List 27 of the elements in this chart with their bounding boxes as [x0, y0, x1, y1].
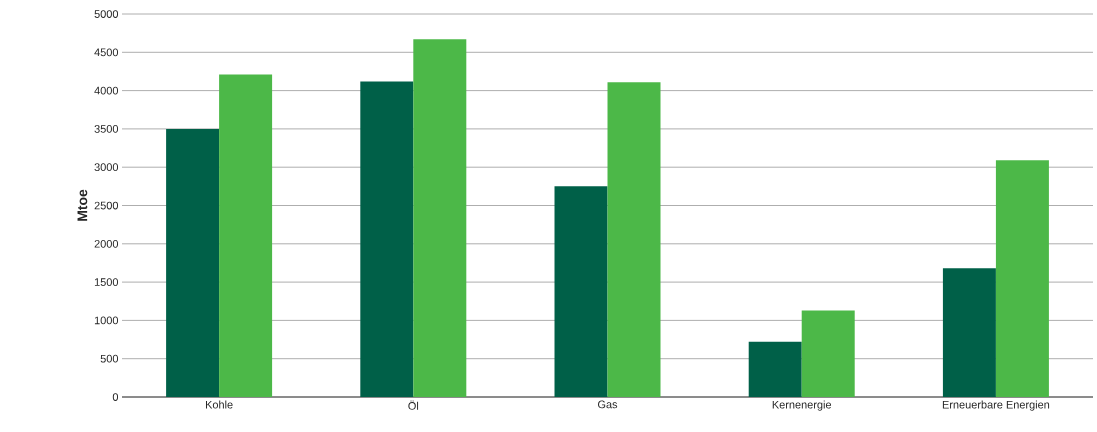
bar	[607, 82, 661, 397]
y-tick-label: 0	[112, 393, 119, 401]
y-tick-label: 1000	[94, 316, 119, 325]
x-tick-label: Gas	[598, 400, 618, 409]
bar	[942, 268, 996, 397]
y-tick-label: 2500	[94, 201, 119, 210]
y-tick-label: 3000	[94, 163, 119, 172]
bar	[166, 128, 220, 397]
y-axis-title: Mtoe	[77, 189, 88, 221]
bar	[995, 160, 1049, 397]
y-tick-label: 500	[100, 354, 119, 363]
bar	[413, 39, 467, 397]
bar	[219, 74, 273, 397]
y-tick-label: 4000	[94, 86, 119, 95]
x-tick-label: Kohle	[205, 400, 233, 409]
bar	[801, 310, 855, 397]
x-tick-label: Kernenergie	[772, 400, 832, 411]
bar	[748, 341, 802, 397]
y-tick-label: 5000	[94, 10, 119, 18]
y-tick-label: 4500	[94, 48, 119, 57]
y-tick-label: 3500	[94, 125, 119, 133]
y-tick-label: 2000	[94, 239, 119, 248]
y-tick-label: 1500	[94, 278, 119, 286]
bar	[554, 186, 608, 397]
bar	[360, 81, 414, 397]
x-tick-label: Erneuerbare Energien	[942, 400, 1050, 411]
x-tick-label: Öl	[408, 400, 419, 410]
